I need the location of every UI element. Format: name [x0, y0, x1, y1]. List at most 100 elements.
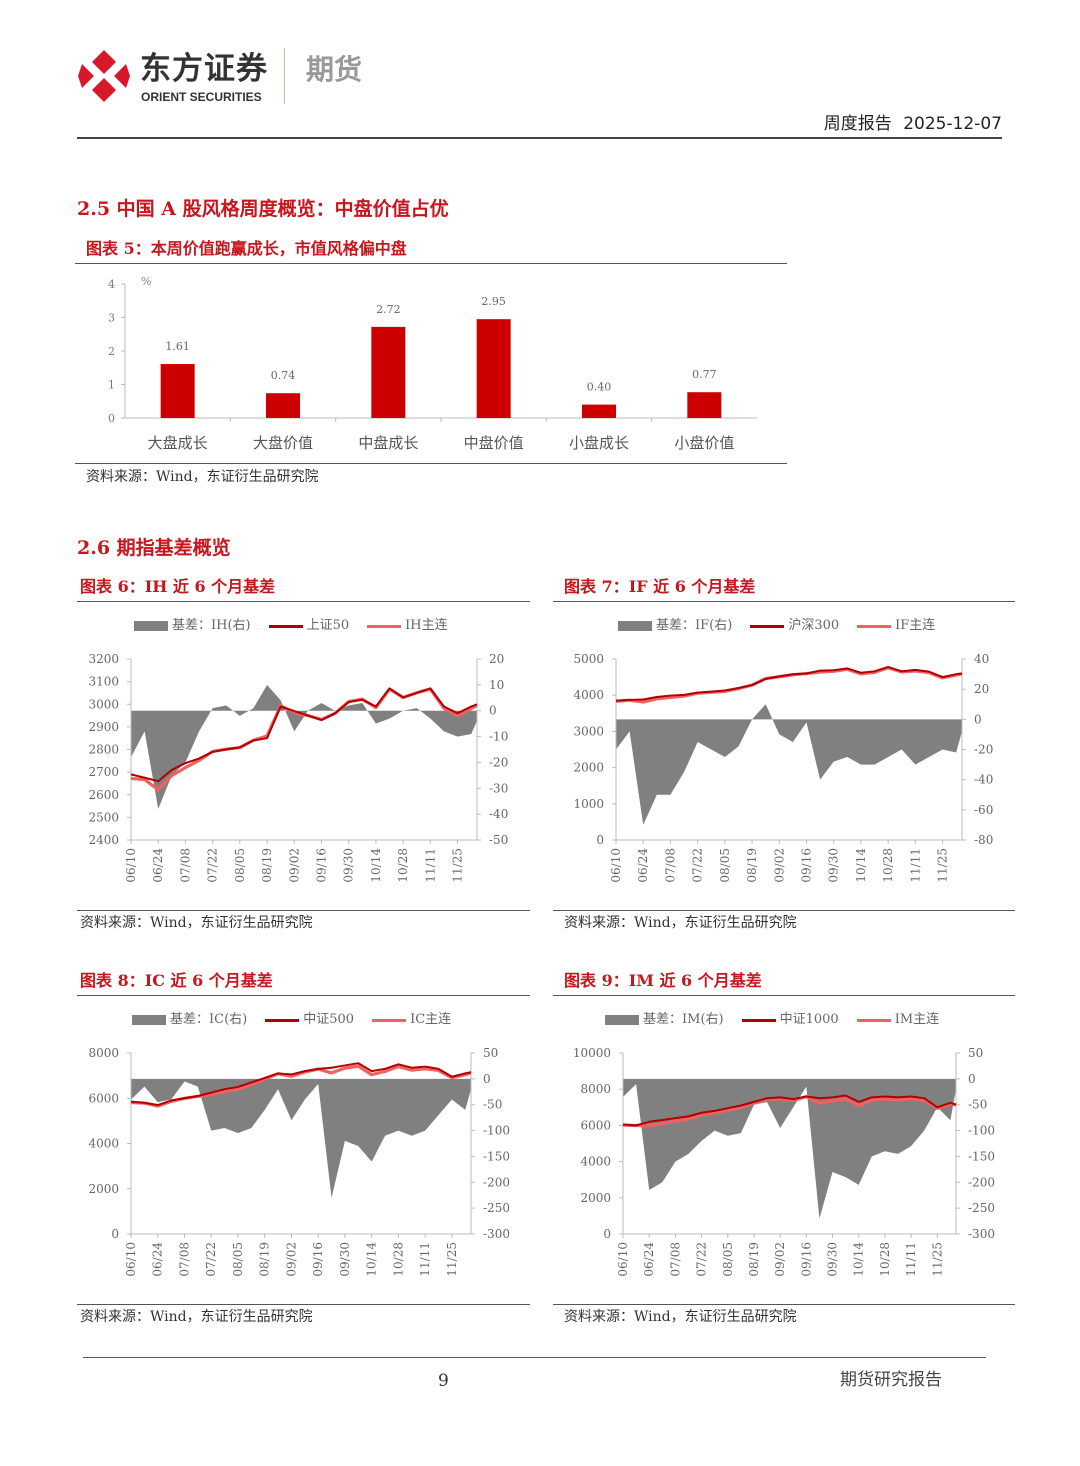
bar [582, 404, 616, 418]
left-tick-label: 4000 [573, 688, 604, 702]
x-tick-label: 09/16 [311, 1242, 325, 1277]
left-tick-label: 8000 [580, 1082, 611, 1096]
x-tick-label: 09/16 [314, 848, 328, 883]
y-tick-label: 0 [108, 412, 115, 425]
section-title-2-5: 2.5 中国 A 股风格周度概览：中盘价值占优 [77, 198, 449, 220]
figure-6-title: 图表 6：IH 近 6 个月基差 [80, 577, 276, 596]
right-tick-label: -80 [974, 833, 993, 847]
x-tick-label: 07/08 [663, 848, 677, 883]
legend-swatch-area [132, 1015, 166, 1025]
x-tick-label: 09/02 [773, 1242, 787, 1277]
x-tick-label: 11/25 [445, 1242, 459, 1277]
right-tick-label: -150 [968, 1149, 995, 1163]
right-tick-label: 0 [968, 1072, 976, 1086]
x-tick-label: 06/10 [616, 1242, 630, 1277]
figure-9-title: 图表 9：IM 近 6 个月基差 [564, 971, 762, 990]
right-tick-label: -300 [483, 1227, 510, 1241]
index-line [130, 1062, 472, 1107]
figure-8-legend: 基差：IC(右) 中证500 IC主连 [132, 1012, 469, 1028]
left-tick-label: 2800 [88, 743, 119, 757]
x-category-label: 小盘成长 [569, 434, 629, 452]
left-tick-label: 2400 [88, 833, 119, 847]
left-tick-label: 3200 [88, 652, 119, 666]
x-tick-label: 08/05 [231, 1242, 245, 1277]
x-tick-label: 09/30 [827, 848, 841, 883]
legend-item-basis: 基差：IF(右) [618, 618, 732, 634]
x-tick-label: 07/22 [204, 1242, 218, 1277]
y-tick-label: 2 [108, 345, 115, 358]
legend-label: 基差：IH(右) [172, 618, 251, 633]
bar [476, 319, 511, 418]
right-tick-label: -30 [489, 781, 508, 795]
page-number: 9 [438, 1371, 449, 1391]
x-tick-label: 06/10 [124, 1242, 138, 1277]
x-tick-label: 06/10 [609, 848, 623, 883]
left-tick-label: 8000 [88, 1046, 119, 1060]
right-tick-label: -50 [968, 1098, 987, 1112]
x-tick-label: 11/11 [418, 1242, 432, 1277]
left-tick-label: 1000 [573, 797, 604, 811]
legend-item-index: 中证1000 [741, 1012, 839, 1028]
x-tick-label: 09/02 [772, 848, 786, 883]
report-type: 周度报告 [823, 114, 892, 134]
left-tick-label: 2700 [88, 765, 119, 779]
header-rule [77, 137, 1002, 139]
legend-label: 沪深300 [788, 618, 840, 633]
left-tick-label: 4000 [580, 1155, 611, 1169]
x-tick-label: 10/28 [878, 1242, 892, 1277]
right-tick-label: -50 [483, 1098, 502, 1112]
figure-9-source: 资料来源：Wind，东证衍生品研究院 [564, 1309, 797, 1325]
right-tick-label: 0 [974, 712, 982, 726]
bar [371, 326, 406, 418]
figure-6-legend: 基差：IH(右) 上证50 IH主连 [134, 618, 466, 634]
y-tick-label: 3 [108, 312, 115, 325]
legend-label: 基差：IF(右) [656, 618, 733, 633]
footer-rule [83, 1357, 986, 1358]
x-tick-label: 06/24 [151, 1242, 165, 1277]
x-tick-label: 11/11 [908, 848, 922, 883]
section-title-2-6: 2.6 期指基差概览 [77, 537, 231, 559]
legend-swatch-area [605, 1015, 639, 1025]
x-category-label: 小盘价值 [674, 434, 734, 452]
right-tick-label: -40 [974, 773, 993, 787]
x-tick-label: 07/08 [668, 1242, 682, 1277]
x-tick-label: 06/10 [124, 848, 138, 883]
legend-swatch-line [265, 1018, 300, 1022]
left-tick-label: 0 [111, 1227, 119, 1241]
figure-5-source: 资料来源：Wind，东证衍生品研究院 [86, 469, 319, 485]
x-tick-label: 07/22 [695, 1242, 709, 1277]
index-line [622, 1094, 957, 1127]
figure-7-top-rule [553, 601, 1015, 602]
legend-swatch-line [857, 624, 892, 628]
legend-item-index: 沪深300 [750, 618, 839, 634]
right-tick-label: -200 [483, 1175, 510, 1189]
main-contract-line [615, 666, 963, 704]
figure-9-legend: 基差：IM(右) 中证1000 IM主连 [605, 1012, 957, 1028]
figure-5-top-rule [75, 263, 787, 264]
x-category-label: 大盘成长 [148, 434, 208, 452]
left-tick-label: 10000 [573, 1046, 611, 1060]
bar-data-label: 1.61 [165, 340, 190, 353]
x-tick-label: 10/28 [881, 848, 895, 883]
bar-data-label: 2.72 [376, 303, 401, 316]
x-tick-label: 09/02 [287, 848, 301, 883]
right-tick-label: 50 [968, 1046, 983, 1060]
report-header-info: 周度报告 2025-12-07 [824, 114, 1002, 134]
x-category-label: 中盘价值 [464, 434, 524, 452]
right-tick-label: -250 [968, 1201, 995, 1215]
x-tick-label: 06/24 [151, 848, 165, 883]
right-tick-label: -300 [968, 1227, 995, 1241]
x-tick-label: 07/22 [691, 848, 705, 883]
basis-chart-figure-8: 0 2000 4000 6000 8000 -300 -250 -200 -150 -100 -50… [88, 1046, 510, 1277]
legend-label: IF主连 [895, 618, 936, 633]
bar [687, 392, 722, 418]
legend-item-basis: 基差：IC(右) [132, 1012, 247, 1028]
logo-mark-icon [78, 50, 130, 102]
legend-label: IC主连 [410, 1012, 452, 1027]
right-tick-label: -150 [483, 1149, 510, 1163]
legend-label: 中证1000 [779, 1012, 839, 1027]
left-tick-label: 3000 [88, 697, 119, 711]
logo-english-name: ORIENT SECURITIES [141, 90, 262, 104]
right-tick-label: -100 [968, 1124, 995, 1138]
